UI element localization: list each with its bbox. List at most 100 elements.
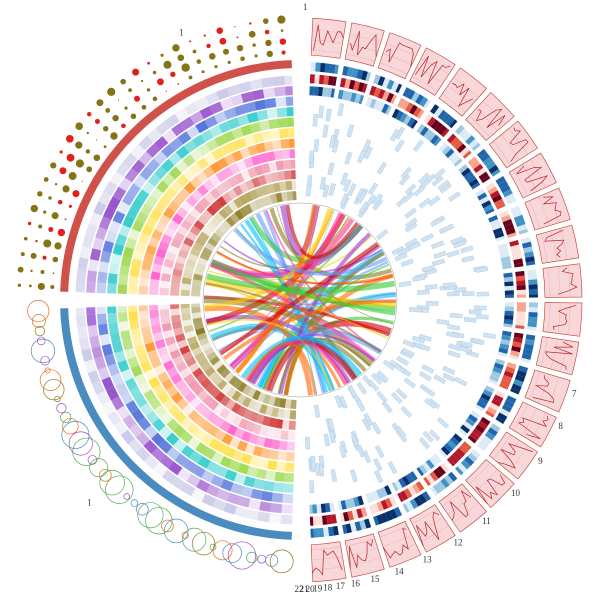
heat-cell	[470, 449, 481, 459]
label-box	[400, 166, 412, 179]
heat-cell	[275, 96, 287, 107]
heat-cell	[253, 478, 265, 490]
heat-cell	[182, 271, 193, 279]
heat-cell	[147, 173, 162, 187]
heat-cell	[181, 313, 192, 321]
dot	[277, 15, 286, 24]
heat-cell	[346, 91, 353, 102]
heat-cell	[514, 263, 524, 268]
heat-cell	[503, 276, 514, 283]
heat-cell	[152, 418, 166, 432]
heat-cell	[143, 439, 158, 454]
heat-cell	[334, 64, 339, 75]
heat-cell	[282, 159, 291, 170]
heat-cell	[253, 401, 263, 413]
heat-cell	[289, 410, 297, 420]
bubble	[130, 499, 139, 507]
heat-cell	[173, 438, 187, 453]
heat-cell	[216, 364, 227, 375]
track-grid	[560, 340, 568, 372]
line-track	[344, 533, 385, 578]
heat-cell	[183, 324, 194, 333]
heat-cell	[272, 76, 285, 87]
heat-cell	[184, 213, 197, 225]
heat-cell	[478, 439, 490, 449]
heat-cell	[347, 510, 354, 521]
heat-cell	[82, 234, 94, 248]
label-box	[412, 139, 424, 152]
heat-cell	[167, 219, 180, 232]
heat-cell	[187, 436, 201, 450]
heat-cell	[263, 480, 275, 492]
heat-cell	[390, 81, 400, 92]
heat-cell	[174, 107, 190, 122]
label-box	[310, 455, 316, 469]
heat-cell	[216, 196, 228, 208]
heat-cell	[107, 283, 117, 294]
heat-cell	[137, 417, 152, 431]
heat-cell	[169, 349, 181, 360]
heat-cell	[258, 120, 270, 131]
heat-cell	[206, 460, 220, 474]
heat-cell	[163, 329, 174, 339]
link	[234, 204, 318, 374]
label-box	[421, 265, 435, 273]
track-grid	[441, 487, 466, 507]
heat-cell	[91, 346, 103, 359]
track-grid	[493, 434, 511, 459]
label-box	[404, 222, 418, 233]
dot	[59, 150, 63, 154]
heat-cell	[164, 113, 180, 128]
heat-cell	[189, 396, 202, 409]
heat-cell	[102, 240, 114, 253]
label-box	[450, 236, 464, 245]
heat-cell	[253, 198, 263, 210]
heat-cell	[330, 514, 337, 524]
heat-cell	[309, 504, 313, 514]
heat-cell	[215, 87, 230, 101]
heat-cell	[506, 395, 517, 404]
heat-cell	[117, 201, 130, 215]
heat-cell	[179, 345, 191, 355]
label-box	[387, 461, 398, 475]
heat-cell	[139, 402, 154, 417]
heat-cell	[285, 180, 293, 191]
heat-cell	[216, 379, 228, 391]
label-box	[433, 374, 447, 385]
heat-cell	[259, 403, 268, 415]
dot	[50, 162, 57, 169]
bubble	[182, 527, 207, 552]
heat-cell	[131, 408, 145, 423]
heat-cell	[187, 423, 200, 436]
dot	[75, 141, 83, 149]
heat-cell	[120, 429, 135, 445]
heat-cell	[346, 67, 354, 77]
heat-cell	[237, 496, 251, 508]
track-grid	[530, 159, 546, 188]
heat-cell	[357, 82, 365, 93]
track-grid	[560, 228, 568, 260]
track-grid	[513, 404, 528, 431]
heat-cell	[208, 438, 221, 451]
heat-cell	[78, 337, 91, 351]
heat-cell	[202, 226, 213, 237]
heat-cell	[259, 196, 268, 208]
heat-cell	[122, 215, 135, 229]
line-trace	[544, 229, 565, 258]
heat-cell	[258, 152, 269, 164]
dot	[128, 88, 132, 93]
heat-cell	[204, 366, 216, 377]
heat-cell	[419, 96, 429, 108]
track-grid	[538, 374, 550, 404]
heat-cell	[248, 433, 259, 445]
heat-cell	[511, 249, 522, 256]
heat-cell	[252, 389, 261, 401]
heat-cell	[472, 428, 483, 438]
dot	[177, 54, 185, 62]
heat-cell	[255, 435, 266, 447]
heat-cell	[380, 512, 389, 523]
dot	[203, 34, 206, 37]
heat-cell	[122, 414, 137, 429]
heat-cell	[142, 334, 154, 345]
heat-cell	[154, 404, 168, 418]
